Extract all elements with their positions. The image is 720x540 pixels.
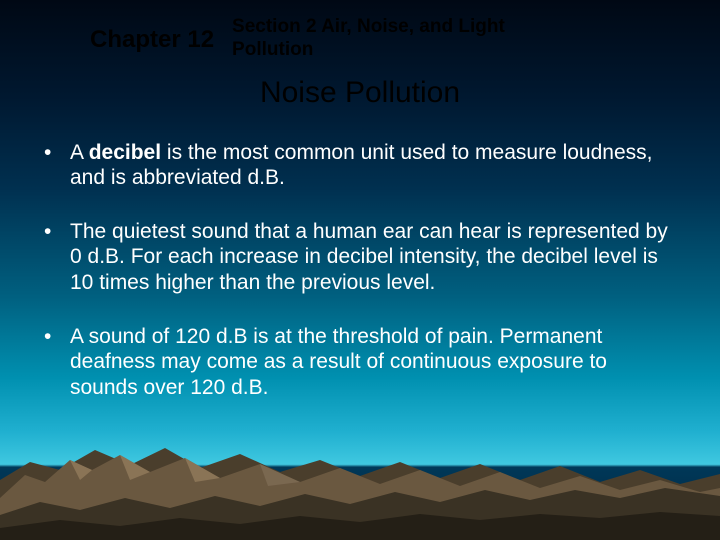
bullet-text: The quietest sound that a human ear can … [70,219,680,296]
chapter-label: Chapter 12 [0,22,232,54]
bullet-marker: • [42,324,70,401]
bullet-text: A sound of 120 d.B is at the threshold o… [70,324,680,401]
bullet-item: • A sound of 120 d.B is at the threshold… [42,324,680,401]
mountain-graphic [0,410,720,540]
bullet-text: A decibel is the most common unit used t… [70,140,680,191]
bullet-marker: • [42,140,70,191]
bullet-item: • The quietest sound that a human ear ca… [42,219,680,296]
slide-header: Chapter 12 Section 2 Air, Noise, and Lig… [0,0,720,62]
section-label: Section 2 Air, Noise, and Light Pollutio… [232,14,532,62]
text-span: A [70,141,89,164]
slide-content: • A decibel is the most common unit used… [0,140,720,401]
slide-title: Noise Pollution [0,62,720,140]
bullet-marker: • [42,219,70,296]
text-bold: decibel [89,141,161,164]
bullet-item: • A decibel is the most common unit used… [42,140,680,191]
